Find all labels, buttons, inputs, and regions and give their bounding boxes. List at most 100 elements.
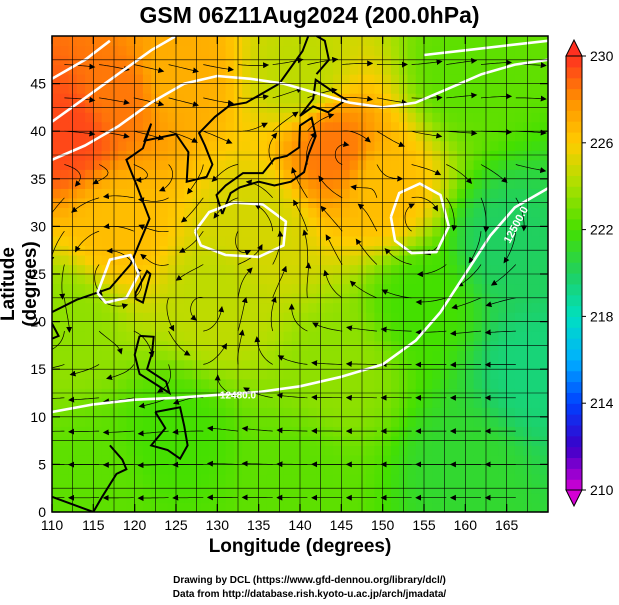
heat-cell <box>126 464 136 475</box>
heat-cell <box>151 283 161 294</box>
heat-cell <box>531 64 541 75</box>
heat-cell <box>349 321 359 332</box>
heat-cell <box>109 226 119 237</box>
streamline <box>446 164 473 184</box>
heat-cell <box>233 140 243 151</box>
heat-cell <box>184 131 194 142</box>
colorbar-segment <box>566 294 582 307</box>
heat-cell <box>300 93 309 104</box>
heat-cell <box>101 93 111 104</box>
heat-cell <box>399 416 409 427</box>
heat-cell <box>374 254 384 266</box>
heat-cell <box>506 188 516 199</box>
heat-cell <box>159 207 169 218</box>
heat-cell <box>539 464 548 475</box>
heat-cell <box>142 264 152 275</box>
heat-cell <box>85 112 94 123</box>
heat-cell <box>308 502 318 512</box>
heat-cell <box>432 226 442 237</box>
heat-cell <box>250 302 260 313</box>
heat-cell <box>52 445 61 456</box>
heat-cell <box>523 159 533 170</box>
heat-cell <box>200 378 210 389</box>
heat-cell <box>506 445 516 456</box>
heat-cell <box>85 235 94 247</box>
heat-cell <box>225 274 235 285</box>
heat-cell <box>424 369 433 380</box>
heat-cell <box>357 416 367 427</box>
heat-cell <box>448 274 458 285</box>
heat-cell <box>209 55 218 66</box>
heat-cell <box>506 235 516 247</box>
heat-cell <box>481 350 491 361</box>
heat-cell <box>101 169 111 180</box>
heat-cell <box>200 188 210 199</box>
heat-cell <box>275 331 285 342</box>
heat-cell <box>60 397 70 408</box>
heat-cell <box>159 112 169 123</box>
heat-cell <box>448 178 458 189</box>
heat-cell <box>523 83 533 94</box>
heat-cell <box>76 331 86 342</box>
heat-cell <box>407 235 417 247</box>
heat-cell <box>209 178 218 189</box>
heat-cell <box>109 302 119 313</box>
heat-cell <box>465 188 475 199</box>
heat-cell <box>390 178 400 189</box>
heat-cell <box>167 45 177 56</box>
heat-cell <box>498 331 508 342</box>
x-tick-label: 145 <box>330 517 354 533</box>
heat-cell <box>151 445 161 456</box>
heat-cell <box>134 64 144 75</box>
heat-cell <box>374 235 384 247</box>
heat-cell <box>539 302 548 313</box>
heat-cell <box>159 302 169 313</box>
streamline <box>288 303 308 332</box>
heat-cell <box>539 312 548 323</box>
colorbar-segment <box>566 305 582 317</box>
heat-cell <box>151 216 161 227</box>
heat-cell <box>134 121 144 132</box>
heat-cell <box>415 64 425 75</box>
heat-cell <box>490 397 499 408</box>
heat-cell <box>424 274 433 285</box>
heat-cell <box>209 131 218 142</box>
heat-cell <box>465 121 475 132</box>
streamline <box>172 428 204 435</box>
heat-cell <box>473 45 483 56</box>
heat-cell <box>151 207 161 218</box>
heat-cell <box>341 416 351 427</box>
heat-cell <box>341 407 351 418</box>
heat-cell <box>374 378 384 389</box>
heat-cell <box>209 492 218 504</box>
heat-cell <box>415 74 425 85</box>
heat-cell <box>101 207 111 218</box>
heat-cell <box>258 416 268 427</box>
heat-cell <box>134 274 144 285</box>
heat-cell <box>151 312 161 323</box>
heat-cell <box>291 312 301 323</box>
heat-cell <box>118 464 127 475</box>
heat-cell <box>539 340 548 351</box>
heat-cell <box>324 331 334 342</box>
heat-cell <box>324 350 334 361</box>
heat-cell <box>151 159 161 170</box>
heat-cell <box>283 140 293 151</box>
heat-cell <box>225 340 235 351</box>
colorbar-segment <box>566 262 582 274</box>
heat-cell <box>333 112 342 123</box>
heat-cell <box>539 283 548 294</box>
heat-cell <box>399 464 409 475</box>
heat-cell <box>514 235 524 247</box>
colorbar-segment <box>566 207 582 220</box>
heat-cell <box>233 121 243 132</box>
heat-cell <box>101 378 111 389</box>
heat-cell <box>76 235 86 247</box>
heat-cell <box>357 140 367 151</box>
heat-cell <box>126 378 136 389</box>
heat-cell <box>250 445 260 456</box>
heat-cell <box>539 264 548 275</box>
heat-cell <box>225 45 235 56</box>
heat-cell <box>167 64 177 75</box>
heat-cell <box>93 235 103 247</box>
